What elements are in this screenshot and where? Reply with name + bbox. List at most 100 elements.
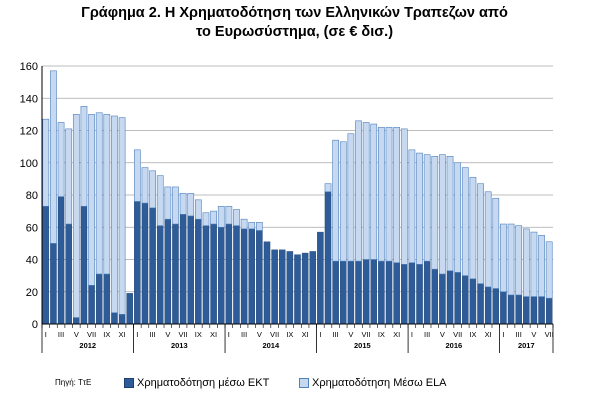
month-label: V [257,330,262,339]
month-label: IX [195,330,202,339]
month-label: XI [485,330,492,339]
bar-ela [469,176,477,280]
bar-ela [477,183,484,284]
y-tick-label: 120 [20,126,38,138]
bar-ela [538,235,545,297]
bar-ecb [256,230,263,325]
bar-ecb [95,273,103,325]
bar-ela [484,191,492,288]
bar-ela [454,162,462,273]
bar-ela [446,156,454,272]
bar-ecb [225,223,233,325]
year-label: 2016 [446,341,463,350]
source-note: Πηγή: ΤτΕ [55,378,92,387]
y-tick-label: 20 [26,287,38,299]
bar-ecb [324,191,332,325]
bar-ela [133,149,141,202]
bar-ela [164,186,172,220]
bar-ela [50,70,57,244]
bar-ecb [156,225,164,325]
bar-ecb [462,275,469,325]
bar-ecb [538,296,545,325]
month-label: I [411,330,413,339]
bar-ecb [446,270,454,325]
bar-ecb [332,260,339,325]
bar-ecb [477,283,484,325]
bar-ecb [65,223,72,325]
bar-ecb [515,294,522,325]
bar-ecb [370,259,378,325]
bar-ela [179,193,187,215]
y-tick-label: 40 [26,255,38,267]
bar-ela [545,241,553,299]
bar-ela [72,114,80,318]
month-label: III [333,330,339,339]
bar-ecb [88,285,95,325]
bar-ecb [393,262,400,325]
month-label: I [45,330,47,339]
month-label: V [165,330,170,339]
bar-ecb [401,264,408,325]
month-label: VII [270,330,279,339]
bar-ecb [340,260,347,325]
bar-ecb [73,317,80,325]
bar-ecb [492,288,500,325]
bar-ela [256,222,263,231]
bar-ela [492,197,500,289]
bar-ela [225,205,233,225]
month-label: VII [453,330,462,339]
bar-ecb [202,225,210,325]
month-label: III [149,330,155,339]
y-tick-label: 60 [26,222,38,234]
month-label: VII [545,330,554,339]
chart-title-line-2: το Ευρωσύστημα, (σε € δισ.) [195,24,394,40]
bar-ela [210,210,217,225]
month-label: V [440,330,445,339]
bar-ela [217,205,225,228]
bar-ecb [469,278,477,325]
legend-label-ecb: Χρηματοδότηση μέσω ΕΚΤ [137,377,270,389]
bar-ela [393,126,401,264]
month-label: IX [286,330,293,339]
bar-ecb [126,293,133,325]
bar-ecb [301,252,309,325]
month-label: III [424,330,430,339]
bar-ecb [416,264,423,325]
y-tick-label: 100 [20,158,38,170]
bar-ela [324,183,332,193]
bar-ecb [50,243,57,325]
bar-ela [507,223,515,296]
bar-ela [111,115,118,314]
bar-ela [400,128,408,265]
bar-ela [118,117,126,315]
bar-ela [530,231,538,297]
month-label: III [58,330,64,339]
bar-ecb [111,312,118,325]
month-label: IX [469,330,476,339]
bar-ecb [431,268,439,325]
y-tick-label: 160 [20,61,38,73]
bar-ecb [278,249,286,325]
bar-ela [195,199,202,220]
month-label: III [516,330,522,339]
bar-ela [385,126,393,262]
bar-ela [95,112,103,275]
bar-ecb [263,241,271,325]
bar-ecb [500,291,507,325]
month-label: I [228,330,230,339]
bar-ela [233,209,240,226]
year-label: 2013 [171,341,188,350]
bar-ecb [42,206,50,325]
month-label: I [136,330,138,339]
bar-ecb [484,286,492,325]
year-label: 2015 [354,341,371,350]
legend-item-ecb: Χρηματοδότηση μέσω ΕΚΤ [124,377,269,389]
bar-ecb [439,273,446,325]
bar-ela [57,122,65,197]
bar-ela [202,212,210,226]
bar-ecb [164,218,172,325]
bar-ecb [149,207,156,325]
bar-ela [431,156,439,270]
bar-ecb [80,206,88,325]
bar-ela [156,175,164,226]
